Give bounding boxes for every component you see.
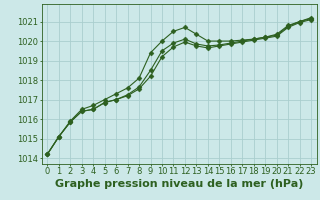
X-axis label: Graphe pression niveau de la mer (hPa): Graphe pression niveau de la mer (hPa): [55, 179, 303, 189]
